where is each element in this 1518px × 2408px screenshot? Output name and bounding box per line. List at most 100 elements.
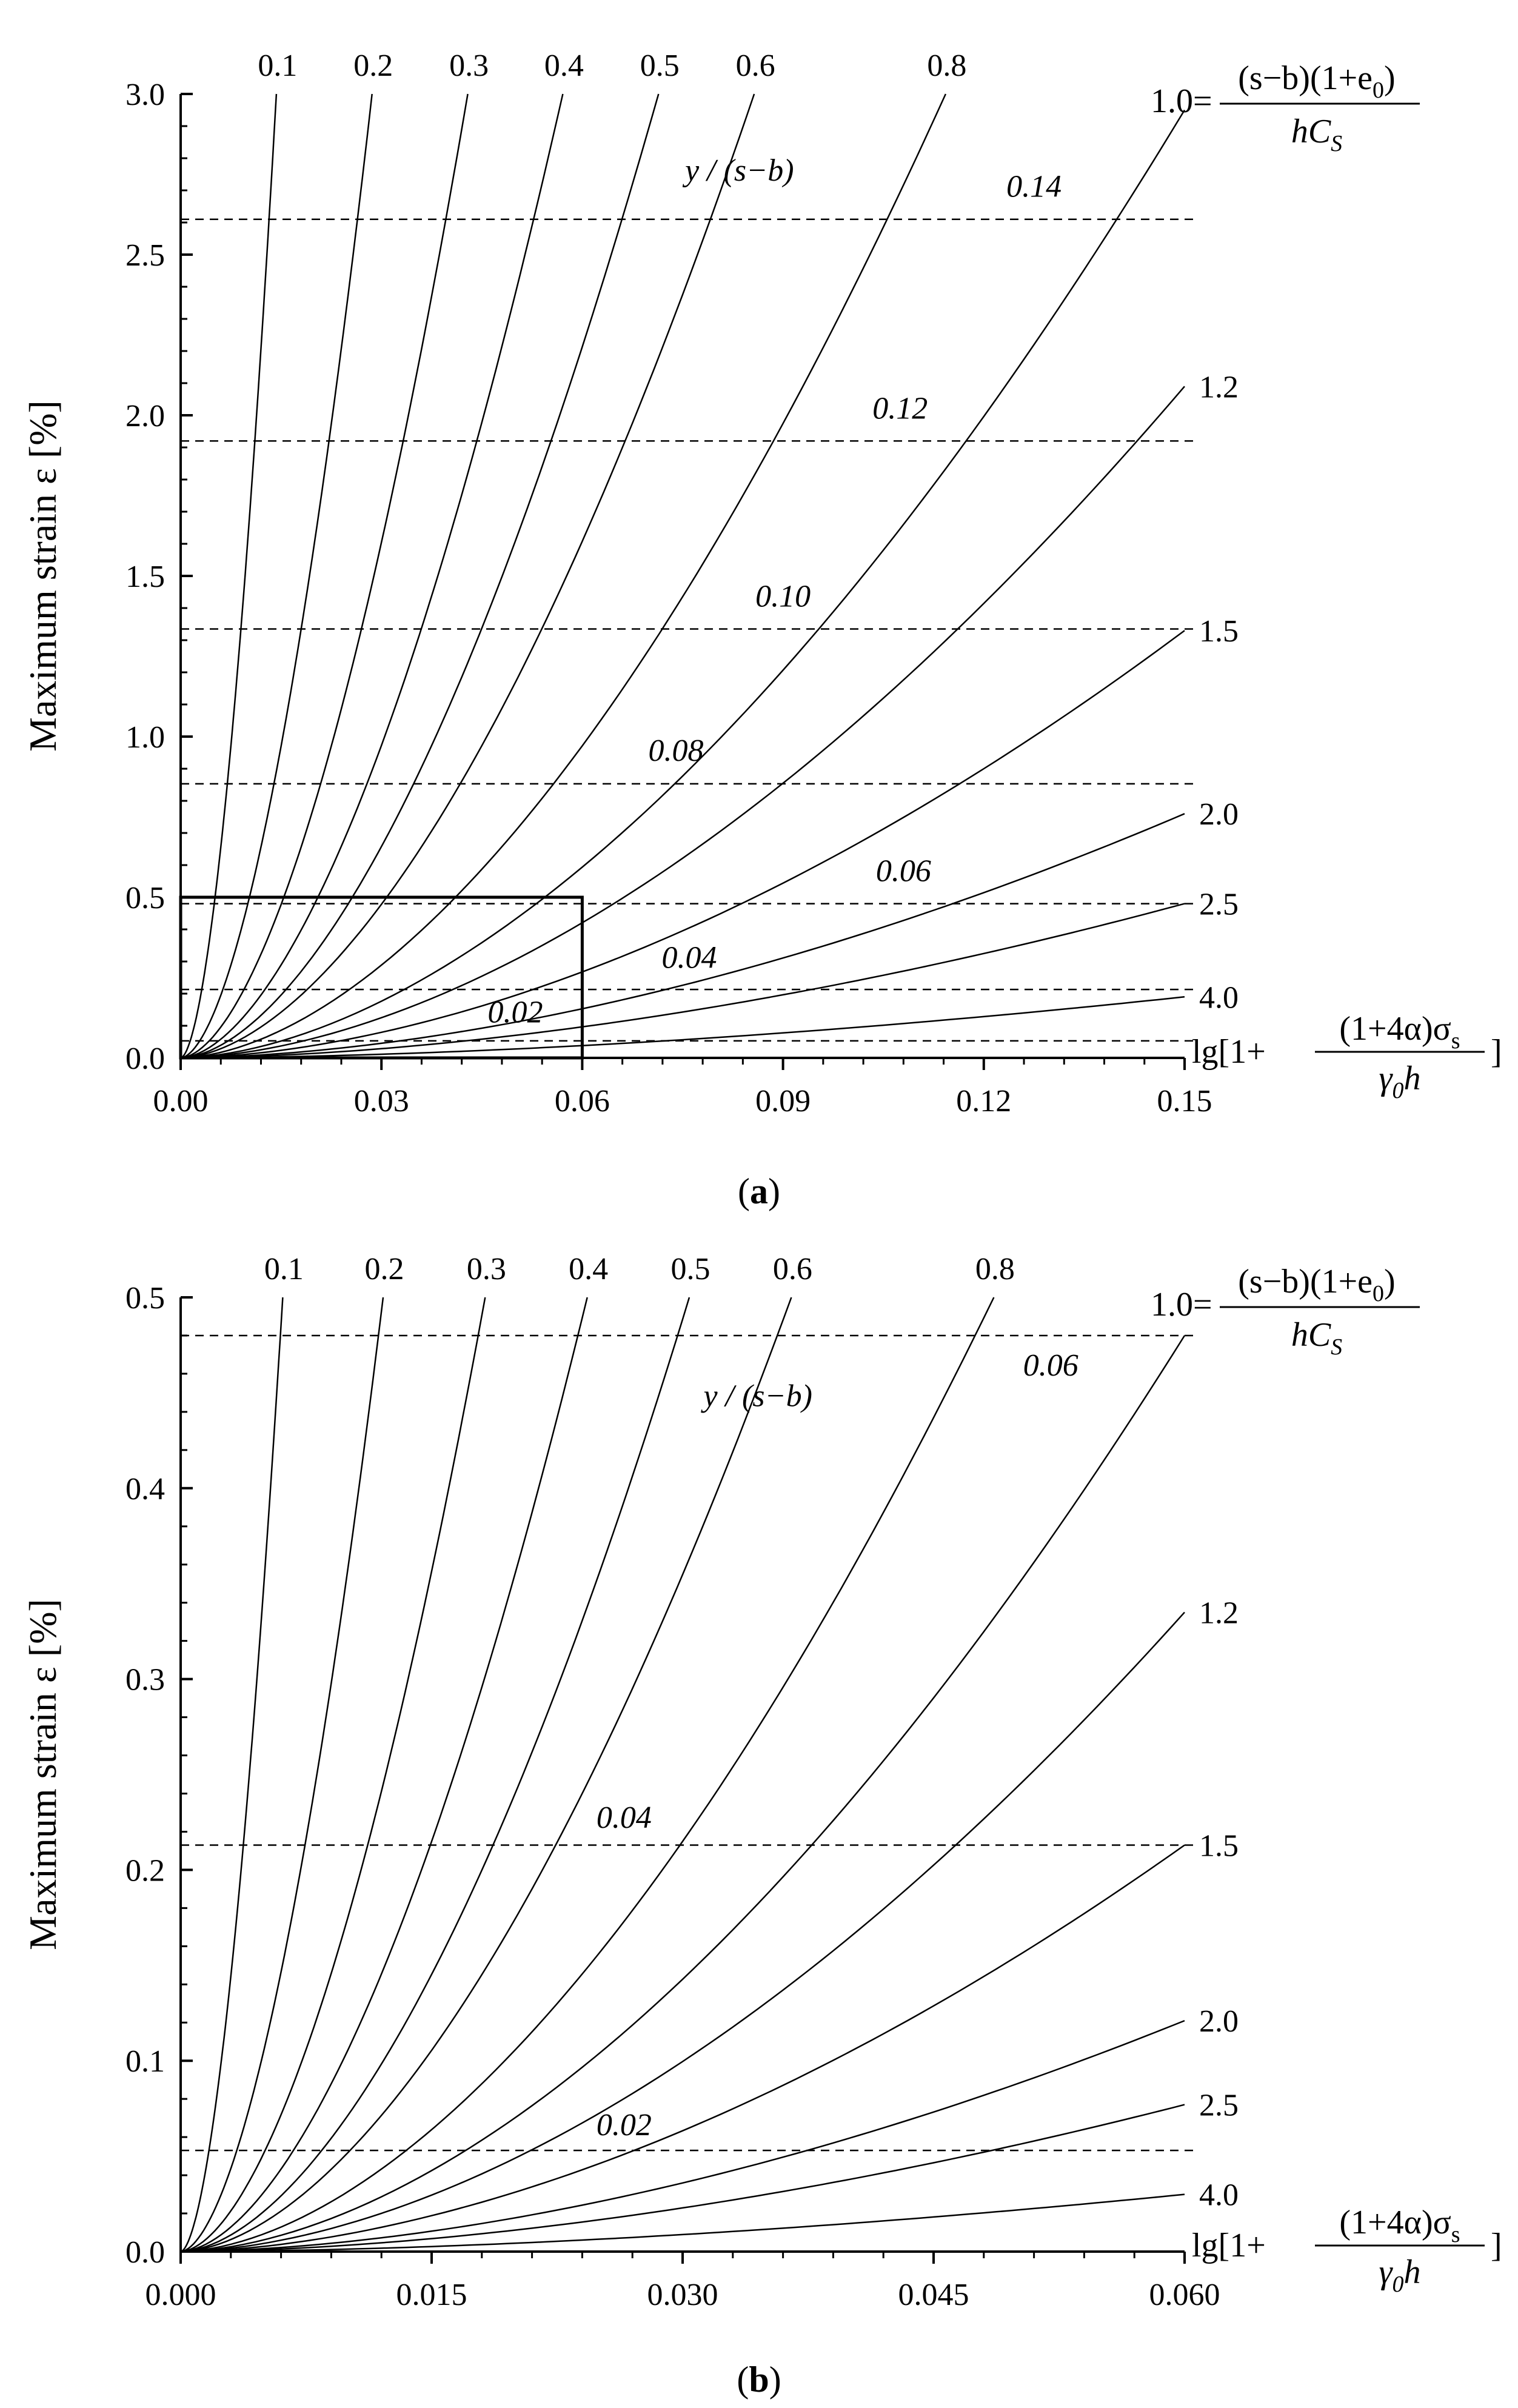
y-tick-label: 1.0 xyxy=(125,720,165,755)
dashed-line-label: 0.06 xyxy=(876,854,931,889)
curve-2-5 xyxy=(180,2104,1185,2253)
dashed-header-label: y / (s−b) xyxy=(700,1379,812,1413)
x-denominator-tail: h xyxy=(1404,2253,1421,2291)
x-label-prefix: lg[1+ xyxy=(1192,2227,1266,2264)
curve-label: 2.5 xyxy=(1199,2089,1239,2123)
panel-label-letter: a xyxy=(750,1171,768,1211)
curve-label: 2.5 xyxy=(1199,888,1239,922)
curve-0-6 xyxy=(180,93,755,1059)
param-denominator-text: hC xyxy=(1291,1316,1331,1354)
curve-label: 0.3 xyxy=(467,1252,506,1286)
curve-0-1 xyxy=(180,93,278,1059)
x-numerator-sub: s xyxy=(1451,2222,1460,2247)
x-denominator-tail: h xyxy=(1404,1060,1421,1097)
curve-label: 1.5 xyxy=(1199,614,1239,649)
x-tick-label: 0.06 xyxy=(555,1084,610,1119)
y-tick-label: 0.2 xyxy=(125,1853,165,1888)
curve-label: 1.2 xyxy=(1199,1596,1239,1630)
curve-label: 1.2 xyxy=(1199,370,1239,404)
curve-1-0 xyxy=(180,109,1186,1059)
dashed-line-label: 0.02 xyxy=(597,2108,652,2142)
x-label-denominator: γ0h xyxy=(1379,2253,1420,2297)
curve-label: 1.5 xyxy=(1199,1828,1239,1863)
curve-label: 4.0 xyxy=(1199,2178,1239,2213)
x-tick-label: 0.045 xyxy=(898,2278,969,2312)
x-denominator-text: γ xyxy=(1379,1060,1393,1097)
curve-label: 4.0 xyxy=(1199,980,1239,1015)
y-tick-label: 1.5 xyxy=(125,560,165,594)
curve-label: 0.2 xyxy=(364,1252,404,1286)
curve-1-2 xyxy=(180,386,1185,1059)
x-label-denominator: γ0h xyxy=(1379,1060,1420,1103)
x-tick-label: 0.000 xyxy=(145,2278,216,2312)
panel-label-open: ( xyxy=(738,1171,750,1211)
panel-label-close: ) xyxy=(769,2360,781,2400)
param-denominator-sub: S xyxy=(1331,131,1342,156)
curve-0-5 xyxy=(180,1297,690,2253)
curve-2-0 xyxy=(180,2019,1185,2253)
y-tick-label: 2.0 xyxy=(125,399,165,433)
curve-label: 0.1 xyxy=(258,48,297,83)
x-denominator-sub: 0 xyxy=(1393,2272,1404,2297)
param-denominator-text: hC xyxy=(1291,113,1331,150)
y-tick-label: 0.5 xyxy=(125,881,165,915)
x-label-numerator: (1+4α)σs xyxy=(1339,2204,1460,2247)
y-tick-label: 0.5 xyxy=(125,1281,165,1316)
dashed-header-label: y / (s−b) xyxy=(682,153,794,188)
x-tick-label: 0.030 xyxy=(647,2278,718,2312)
curve-0-3 xyxy=(180,93,469,1059)
dashed-line-label: 0.14 xyxy=(1006,170,1062,204)
dashed-line-label: 0.06 xyxy=(1023,1348,1078,1383)
curve-0-4 xyxy=(180,1297,588,2253)
param-label-numerator: (s−b)(1+e0) xyxy=(1238,1263,1395,1306)
param-denominator-sub: S xyxy=(1331,1334,1342,1360)
x-label-numerator: (1+4α)σs xyxy=(1339,1010,1460,1054)
y-tick-label: 0.1 xyxy=(125,2044,165,2079)
param-numerator-tail: ) xyxy=(1384,1263,1396,1300)
panel-label-open: ( xyxy=(737,2360,749,2400)
curve-label: 0.1 xyxy=(264,1252,304,1286)
y-tick-label: 0.4 xyxy=(125,1472,165,1507)
x-numerator-text: (1+4α)σ xyxy=(1339,2204,1451,2241)
curve-2-0 xyxy=(180,813,1185,1059)
x-tick-label: 0.15 xyxy=(1157,1084,1212,1119)
curve-4-0 xyxy=(181,2193,1185,2253)
curve-1-5 xyxy=(180,630,1185,1059)
curve-0-2 xyxy=(180,93,373,1059)
y-tick-label: 0.3 xyxy=(125,1663,165,1697)
param-numerator-text: (s−b)(1+e xyxy=(1238,1263,1373,1300)
y-tick-label: 3.0 xyxy=(125,78,165,112)
y-axis-title: Maximum strain ε [%] xyxy=(21,1599,64,1950)
curve-0-5 xyxy=(180,93,660,1059)
curve-label: 0.6 xyxy=(736,48,775,83)
param-label-value: 1.0= xyxy=(1151,82,1212,120)
panel-label: (b) xyxy=(737,2360,781,2400)
dashed-line-label: 0.02 xyxy=(488,995,543,1030)
dashed-line-label: 0.08 xyxy=(648,734,703,768)
curve-0-2 xyxy=(180,1297,384,2253)
curve-0-3 xyxy=(180,1297,486,2253)
curve-0-6 xyxy=(180,1297,792,2253)
x-label-prefix: lg[1+ xyxy=(1192,1033,1266,1071)
y-tick-label: 0.0 xyxy=(125,2235,165,2270)
chart-panel-a: 0.0 0.5 1.0 1.5 2.0 2.5 3.0 0.00 0.03 0.06 0.09 0.1… xyxy=(21,48,1502,1211)
x-label-suffix: ] xyxy=(1491,2227,1502,2264)
curve-1-2 xyxy=(180,1611,1185,2253)
curve-label: 0.8 xyxy=(975,1252,1015,1286)
y-axis-title: Maximum strain ε [%] xyxy=(21,400,64,752)
curve-label: 2.0 xyxy=(1199,797,1239,832)
x-tick-label: 0.00 xyxy=(153,1084,209,1119)
dashed-line-label: 0.04 xyxy=(597,1801,652,1835)
param-numerator-sub: 0 xyxy=(1373,1281,1384,1306)
curve-0-1 xyxy=(180,1297,284,2253)
param-label-numerator: (s−b)(1+e0) xyxy=(1238,59,1395,103)
x-tick-label: 0.015 xyxy=(396,2278,467,2312)
panel-label-letter: b xyxy=(749,2360,769,2400)
curve-label: 0.4 xyxy=(569,1252,608,1286)
param-numerator-tail: ) xyxy=(1384,59,1396,97)
x-tick-label: 0.12 xyxy=(956,1084,1011,1119)
inset-box xyxy=(179,895,584,1060)
curve-label: 0.3 xyxy=(449,48,489,83)
dashed-line-label: 0.12 xyxy=(872,391,928,426)
